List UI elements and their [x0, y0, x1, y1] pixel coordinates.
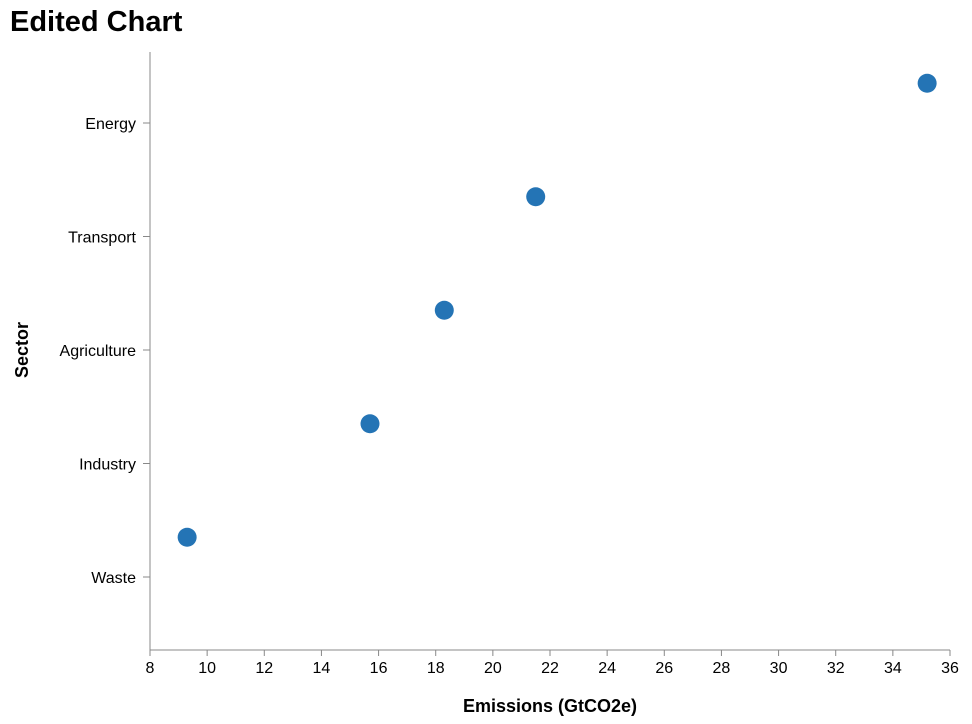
- x-tick-label: 8: [146, 660, 155, 677]
- y-tick-label: Energy: [85, 116, 136, 133]
- data-point-energy[interactable]: [917, 73, 937, 93]
- y-axis: Energy Transport Agriculture Industry Waste: [60, 52, 151, 650]
- chart-title: Edited Chart: [10, 6, 183, 38]
- x-tick-label: 32: [827, 660, 845, 677]
- data-point-transport[interactable]: [526, 187, 546, 207]
- x-axis-title: Emissions (GtCO2e): [463, 696, 637, 716]
- x-tick-label: 12: [255, 660, 273, 677]
- x-tick-label: 10: [198, 660, 216, 677]
- x-tick-label: 16: [370, 660, 388, 677]
- data-point-agriculture[interactable]: [434, 300, 454, 320]
- x-tick-label: 36: [941, 660, 959, 677]
- x-tick-label: 18: [427, 660, 445, 677]
- data-point-waste[interactable]: [177, 527, 197, 547]
- data-point-industry[interactable]: [360, 414, 380, 434]
- data-points: [177, 73, 937, 547]
- y-tick-label: Waste: [91, 570, 136, 587]
- x-tick-label: 30: [770, 660, 788, 677]
- x-tick-label: 14: [313, 660, 331, 677]
- x-tick-label: 34: [884, 660, 902, 677]
- y-axis-title: Sector: [12, 322, 32, 378]
- x-tick-label: 20: [484, 660, 502, 677]
- x-tick-label: 28: [713, 660, 731, 677]
- x-axis: 8 10 12 14 16 18 20 22 24 26 28 30 32 34 36: [146, 649, 959, 677]
- y-tick-label: Agriculture: [60, 343, 137, 360]
- x-tick-label: 22: [541, 660, 559, 677]
- x-tick-label: 24: [598, 660, 616, 677]
- y-tick-label: Industry: [79, 457, 136, 474]
- y-tick-label: Transport: [68, 230, 136, 247]
- x-tick-label: 26: [655, 660, 673, 677]
